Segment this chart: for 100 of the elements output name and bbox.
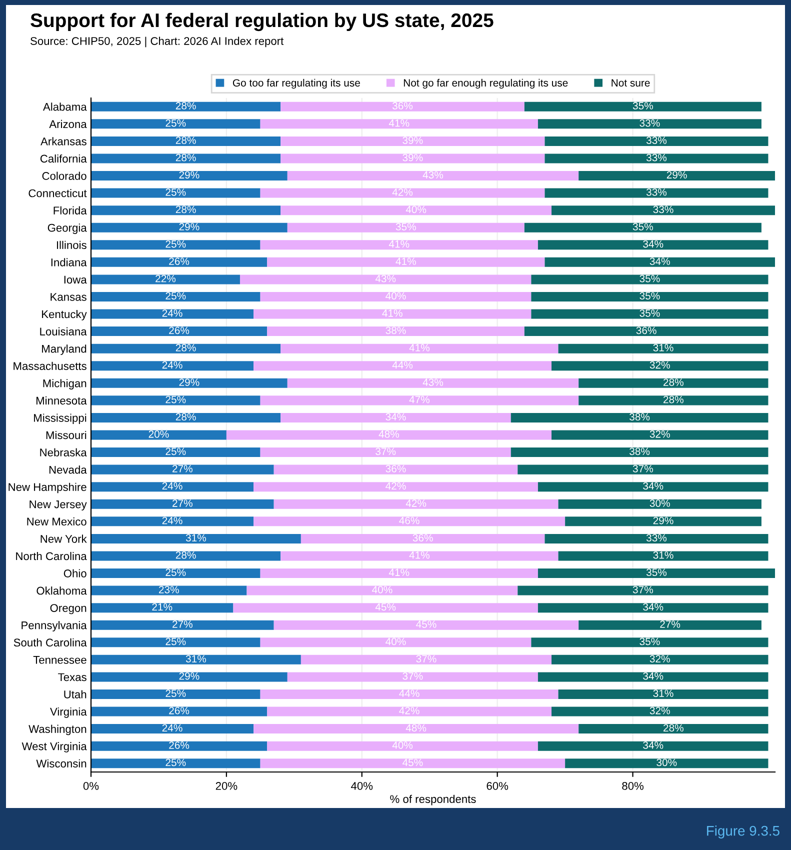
y-tick-label: New York bbox=[40, 534, 87, 543]
bar bbox=[91, 568, 260, 578]
data-label: 35% bbox=[632, 102, 653, 110]
bar bbox=[91, 378, 288, 388]
bar bbox=[280, 344, 558, 354]
y-tick-label: Massachusetts bbox=[14, 362, 86, 370]
bar bbox=[274, 464, 518, 474]
data-label: 42% bbox=[406, 500, 426, 507]
data-label: 45% bbox=[375, 603, 396, 611]
data-label: 41% bbox=[382, 309, 402, 317]
bar bbox=[91, 516, 254, 526]
data-label: 35% bbox=[396, 223, 416, 230]
bar bbox=[260, 758, 566, 768]
y-tick-label: Florida bbox=[54, 206, 87, 214]
data-label: 32% bbox=[650, 706, 670, 714]
data-label: 44% bbox=[399, 690, 420, 697]
bar bbox=[524, 102, 762, 112]
data-label: 28% bbox=[176, 154, 196, 162]
chart-subtitle: Source: CHIP50, 2025 | Chart: 2026 AI Index report bbox=[30, 36, 284, 48]
data-label: 25% bbox=[166, 188, 186, 196]
data-label: 37% bbox=[632, 586, 653, 594]
data-label: 48% bbox=[378, 430, 400, 438]
data-label: 29% bbox=[653, 516, 674, 524]
bar bbox=[91, 257, 268, 267]
bar bbox=[226, 430, 552, 440]
bar bbox=[531, 638, 768, 648]
bar bbox=[578, 396, 768, 406]
bar bbox=[558, 551, 768, 561]
data-label: 30% bbox=[656, 758, 677, 766]
bar bbox=[260, 188, 545, 198]
data-label: 28% bbox=[664, 396, 684, 404]
data-label: 25% bbox=[166, 448, 186, 456]
data-label: 28% bbox=[664, 724, 684, 732]
bar bbox=[246, 586, 518, 596]
bar bbox=[91, 603, 234, 613]
data-label: 42% bbox=[399, 706, 420, 714]
data-label: 35% bbox=[640, 274, 660, 282]
y-tick-label: New Mexico bbox=[27, 517, 86, 526]
bar bbox=[91, 689, 260, 699]
data-label: 35% bbox=[640, 309, 660, 317]
data-label: 29% bbox=[179, 378, 200, 386]
y-tick-label: California bbox=[40, 154, 87, 163]
y-tick-label: Oklahoma bbox=[36, 586, 87, 595]
data-label: 23% bbox=[158, 586, 179, 594]
data-label: 40% bbox=[406, 206, 426, 214]
y-tick-label: Michigan bbox=[43, 379, 86, 390]
bar bbox=[280, 412, 511, 422]
bar bbox=[531, 274, 768, 284]
bar bbox=[254, 309, 532, 319]
data-label: 40% bbox=[372, 586, 392, 594]
x-tick-label: 40% bbox=[351, 782, 373, 790]
data-label: 25% bbox=[166, 240, 186, 248]
y-tick-label: West Virginia bbox=[22, 742, 87, 752]
bar bbox=[280, 154, 545, 164]
caption: Figure 9.3.5 bbox=[707, 826, 780, 838]
y-tick-label: Minnesota bbox=[36, 396, 87, 405]
bar bbox=[91, 222, 288, 232]
y-tick-label: Pennsylvania bbox=[22, 621, 87, 632]
bar bbox=[91, 551, 281, 561]
data-label: 32% bbox=[650, 361, 670, 369]
bar bbox=[510, 412, 768, 422]
data-label: 29% bbox=[179, 672, 200, 680]
bar bbox=[240, 274, 532, 284]
data-label: 46% bbox=[399, 516, 420, 524]
data-label: 37% bbox=[632, 464, 653, 472]
y-tick-label: Colorado bbox=[42, 172, 86, 180]
data-label: 29% bbox=[179, 171, 200, 179]
y-tick-label: Oregon bbox=[50, 604, 86, 614]
data-label: 25% bbox=[166, 568, 186, 576]
chart-title: Support for AI federal regulation by US state, 2025 bbox=[30, 12, 494, 32]
data-label: 43% bbox=[422, 171, 444, 179]
data-label: 32% bbox=[650, 430, 670, 438]
x-tick-label: 0% bbox=[83, 782, 99, 790]
data-label: 37% bbox=[376, 448, 396, 456]
data-label: 42% bbox=[392, 188, 413, 196]
bar bbox=[544, 188, 768, 198]
x-tick-label: 80% bbox=[622, 782, 644, 790]
data-label: 33% bbox=[646, 136, 667, 144]
data-label: 47% bbox=[409, 396, 430, 404]
data-label: 36% bbox=[392, 102, 413, 110]
bar bbox=[518, 464, 768, 474]
y-tick-label: Nevada bbox=[49, 466, 87, 474]
data-label: 22% bbox=[156, 274, 176, 282]
data-label: 43% bbox=[422, 378, 444, 386]
bar bbox=[91, 482, 254, 492]
bar bbox=[91, 292, 260, 302]
data-label: 38% bbox=[386, 326, 406, 334]
bar bbox=[254, 361, 552, 371]
data-label: 30% bbox=[650, 500, 670, 507]
bar bbox=[538, 741, 768, 751]
data-label: 39% bbox=[402, 154, 423, 162]
bar bbox=[91, 758, 260, 768]
bar bbox=[538, 240, 768, 250]
data-label: 31% bbox=[186, 534, 206, 542]
data-label: 26% bbox=[169, 258, 190, 265]
y-tick-label: Arkansas bbox=[40, 137, 86, 146]
data-label: 25% bbox=[166, 690, 186, 698]
bar bbox=[260, 689, 558, 699]
data-label: 36% bbox=[412, 534, 433, 542]
y-tick-label: Mississippi bbox=[34, 414, 86, 424]
